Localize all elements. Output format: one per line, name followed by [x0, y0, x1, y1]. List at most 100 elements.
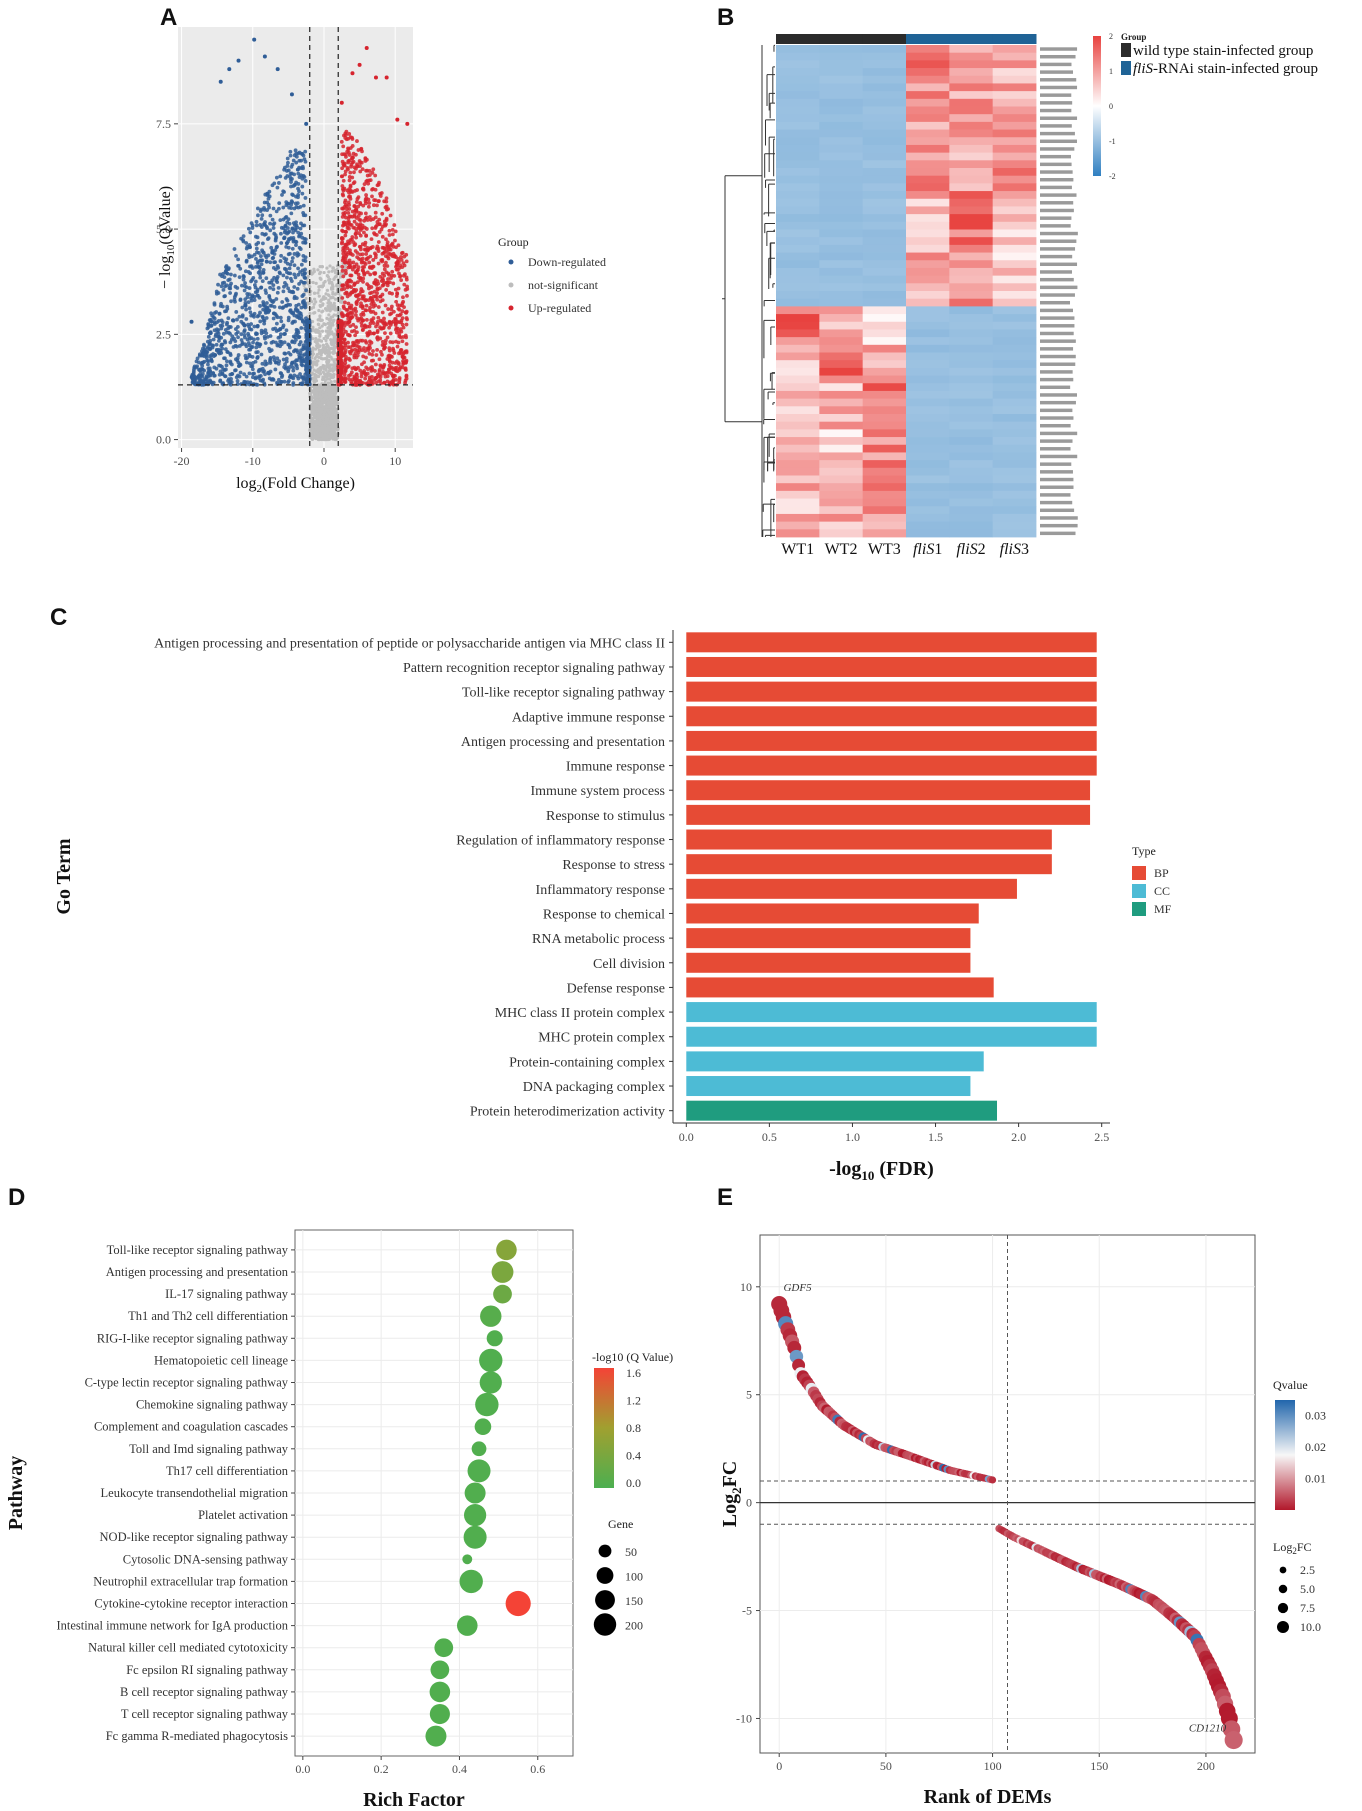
- heatmap-cell: [949, 160, 994, 169]
- point-down-regulated: [278, 326, 283, 331]
- heatmap-cell: [949, 91, 994, 100]
- point-up-regulated: [364, 340, 369, 345]
- row-label-glyph: [1040, 54, 1076, 59]
- color-scale-tick: -1: [1109, 137, 1116, 146]
- point-up-regulated: [362, 260, 367, 265]
- point-down-regulated: [301, 203, 306, 208]
- point-not-significant: [319, 400, 324, 404]
- point-up-regulated: [352, 374, 357, 379]
- point-up-regulated: [358, 338, 363, 343]
- point-up-regulated: [373, 251, 377, 256]
- bar: [686, 1051, 984, 1072]
- row-label-glyph: [1040, 370, 1073, 374]
- point-up-regulated: [403, 378, 408, 383]
- point-not-significant: [313, 403, 317, 407]
- point-down-regulated: [252, 311, 257, 316]
- point-down-regulated: [255, 250, 259, 255]
- point-not-significant: [327, 400, 331, 404]
- bubble: [480, 1305, 502, 1327]
- point-up-regulated: [341, 304, 346, 309]
- point-up-regulated: [369, 302, 374, 307]
- point-up-regulated: [396, 260, 401, 264]
- point-up-regulated: [363, 349, 368, 353]
- point-up-regulated: [352, 180, 357, 185]
- point-up-regulated: [404, 316, 409, 320]
- point-not-significant: [326, 345, 330, 349]
- point-down-regulated: [288, 171, 293, 176]
- point-up-regulated: [357, 211, 362, 215]
- point-up-regulated: [350, 156, 354, 161]
- point-down-regulated: [189, 319, 194, 324]
- point-down-regulated: [240, 340, 245, 345]
- point-down-regulated: [220, 320, 225, 325]
- heatmap-cell: [992, 321, 1037, 330]
- point-up-regulated: [377, 230, 382, 234]
- heatmap-cell: [862, 460, 907, 469]
- point-not-significant: [327, 388, 331, 393]
- point-up-regulated: [357, 217, 362, 222]
- point-down-regulated: [216, 282, 220, 287]
- point-not-significant: [324, 384, 328, 388]
- point-not-significant: [310, 363, 314, 367]
- point-not-significant: [310, 371, 314, 375]
- point-up-regulated: [368, 178, 373, 183]
- point-down-regulated: [303, 237, 308, 242]
- point-up-regulated: [389, 371, 394, 376]
- heatmap-cell: [862, 421, 907, 430]
- heatmap-cell: [819, 314, 864, 323]
- point-down-regulated: [292, 252, 297, 256]
- point-down-regulated: [224, 264, 229, 268]
- point-up-regulated: [364, 303, 369, 308]
- point-down-regulated: [244, 317, 249, 321]
- point-not-significant: [332, 335, 336, 339]
- group-legend-label: wild type stain-infected group: [1133, 43, 1313, 59]
- point-down-regulated: [306, 379, 310, 383]
- point-down-regulated: [265, 237, 270, 242]
- heatmap-cell: [819, 467, 864, 476]
- point-up-regulated: [376, 261, 381, 266]
- heatmap-cell: [992, 383, 1037, 392]
- point-up-regulated: [397, 303, 402, 308]
- point-up-regulated: [343, 169, 348, 174]
- point-not-significant: [316, 414, 320, 418]
- point-down-regulated: [262, 334, 267, 339]
- point-down-regulated: [226, 316, 231, 321]
- row-label-glyph: [1040, 208, 1074, 213]
- column-label: WT3: [868, 541, 901, 558]
- point-up-regulated: [374, 353, 379, 357]
- point-up-regulated: [343, 348, 348, 353]
- heatmap-cell: [949, 490, 994, 499]
- point-not-significant: [315, 398, 320, 402]
- point-down-regulated: [248, 310, 253, 315]
- point-up-regulated: [352, 355, 357, 360]
- point-down-regulated: [255, 261, 260, 266]
- heatmap-cell: [819, 490, 864, 499]
- heatmap-cell: [949, 221, 994, 230]
- heatmap-cell: [906, 283, 950, 292]
- point-up-regulated: [339, 100, 344, 105]
- point-not-significant: [322, 270, 326, 275]
- heatmap-cell: [992, 229, 1037, 238]
- point-up-regulated: [394, 299, 399, 304]
- heatmap-cell: [992, 75, 1037, 84]
- point-up-regulated: [376, 315, 381, 320]
- point-down-regulated: [277, 201, 282, 206]
- dendrogram-branch: [769, 102, 775, 119]
- point-down-regulated: [247, 286, 252, 290]
- heatmap-cell: [862, 137, 907, 146]
- heatmap-cell: [776, 114, 820, 123]
- point-down-regulated: [263, 310, 268, 315]
- point-down-regulated: [282, 236, 287, 240]
- point-down-regulated: [200, 379, 205, 383]
- point-up-regulated: [348, 351, 353, 356]
- pathway-label: Th17 cell differentiation: [166, 1464, 289, 1478]
- point-down-regulated: [272, 181, 277, 186]
- point-up-regulated: [358, 160, 363, 165]
- point-up-regulated: [340, 192, 345, 197]
- heatmap-cell: [776, 421, 820, 430]
- point-up-regulated: [392, 223, 397, 227]
- heatmap-cell: [906, 160, 950, 169]
- legend-title: Type: [1132, 844, 1156, 858]
- point-down-regulated: [223, 294, 227, 298]
- point-down-regulated: [277, 305, 282, 310]
